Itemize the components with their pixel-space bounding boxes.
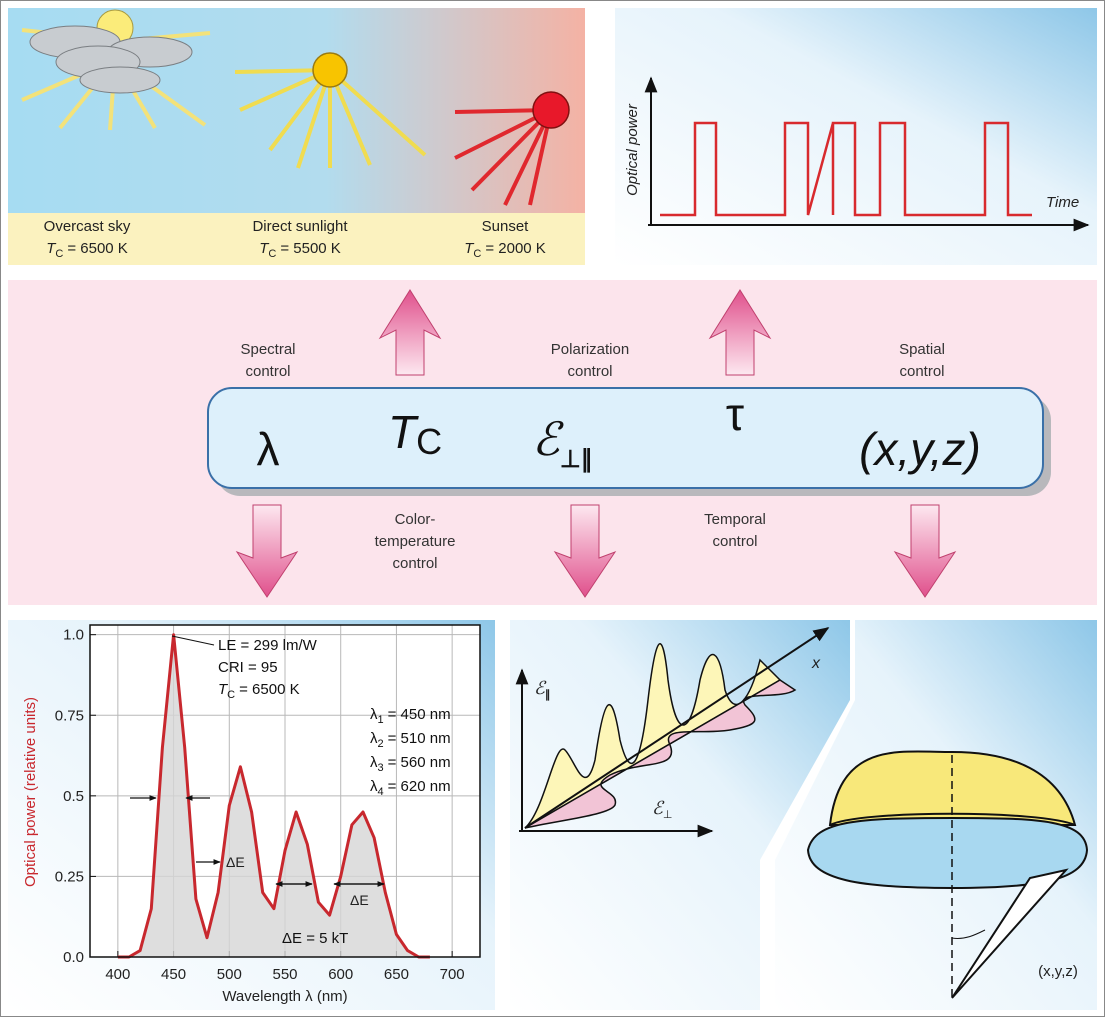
annotation: ΔE bbox=[350, 892, 369, 908]
control-label: Spatial bbox=[899, 341, 945, 358]
axis-label: ℰ⊥ bbox=[652, 798, 673, 821]
axis-label: Time bbox=[1046, 194, 1079, 211]
spectrum-annotations: LE = 299 lm/W CRI = 95 TC = 6500 K λ1 = 45… bbox=[22, 635, 451, 1005]
y-tick-label: 0.5 bbox=[63, 788, 84, 805]
polarization-panel: ℰ∥ ℰ⊥ x bbox=[510, 620, 850, 1010]
position-label: (x,y,z) bbox=[1038, 963, 1078, 980]
control-label: control bbox=[899, 363, 944, 380]
control-label: control bbox=[392, 555, 437, 572]
sky-panel: Overcast sky TC = 6500 K Direct sunlight … bbox=[8, 8, 585, 265]
y-tick-label: 0.0 bbox=[63, 949, 84, 966]
annotation: λ3 = 560 nm bbox=[370, 754, 451, 774]
control-label: control bbox=[712, 533, 757, 550]
control-label: Spectral bbox=[240, 341, 295, 358]
control-label: temperature bbox=[375, 533, 456, 550]
control-label: Color- bbox=[395, 511, 436, 528]
x-tick-label: 650 bbox=[384, 966, 409, 983]
control-band: λ TC ℰ⊥∥ τ (x,y,z) Spectral control Pola… bbox=[8, 280, 1097, 605]
source-name: Direct sunlight bbox=[252, 218, 348, 235]
parameter-symbol: TC bbox=[388, 406, 442, 462]
spectrum-line bbox=[117, 633, 430, 959]
x-tick-label: 400 bbox=[105, 966, 130, 983]
control-label: control bbox=[567, 363, 612, 380]
parameter-symbol: ℰ⊥∥ bbox=[532, 412, 593, 473]
source-name: Overcast sky bbox=[44, 218, 131, 235]
parameter-symbol: λ bbox=[257, 423, 280, 475]
control-label: Temporal bbox=[704, 511, 766, 528]
y-tick-label: 1.0 bbox=[63, 627, 84, 644]
x-tick-label: 500 bbox=[217, 966, 242, 983]
annotation: LE = 299 lm/W bbox=[218, 637, 318, 654]
axis-label: Optical power bbox=[624, 103, 641, 196]
source-temperature: TC = 6500 K bbox=[46, 240, 128, 260]
parameter-symbol: (x,y,z) bbox=[859, 423, 981, 475]
x-tick-label: 600 bbox=[328, 966, 353, 983]
plot-frame bbox=[89, 624, 481, 958]
spectrum-panel: 400 450 500 550 600 650 700 0.0 0.25 0.5 0.75 1.0 bbox=[8, 620, 495, 1010]
x-tick-label: 550 bbox=[272, 966, 297, 983]
y-tick-label: 0.75 bbox=[55, 707, 84, 724]
annotation: λ4 = 620 nm bbox=[370, 778, 451, 798]
annotation: λ1 = 450 nm bbox=[370, 706, 451, 726]
x-tick-label: 700 bbox=[440, 966, 465, 983]
x-tick-label: 450 bbox=[161, 966, 186, 983]
axis-label: Wavelength λ (nm) bbox=[222, 988, 347, 1005]
axis-label: Optical power (relative units) bbox=[22, 697, 39, 887]
annotation: λ2 = 510 nm bbox=[370, 730, 451, 750]
y-tick-label: 0.25 bbox=[55, 868, 84, 885]
control-label: control bbox=[245, 363, 290, 380]
spectrum-area bbox=[117, 634, 430, 957]
pulse-panel: Optical power Time bbox=[615, 8, 1097, 265]
source-temperature: TC = 2000 K bbox=[464, 240, 546, 260]
spatial-panel: (x,y,z) bbox=[775, 620, 1097, 1010]
annotation: ΔE = 5 kT bbox=[282, 930, 348, 947]
control-label: Polarization bbox=[551, 341, 629, 358]
annotation: TC = 6500 K bbox=[218, 681, 300, 701]
parameter-symbol: τ bbox=[726, 388, 744, 440]
annotation: CRI = 95 bbox=[218, 659, 278, 676]
annotation: ΔE bbox=[226, 854, 245, 870]
axis-label: x bbox=[811, 655, 821, 672]
source-temperature: TC = 5500 K bbox=[259, 240, 341, 260]
source-name: Sunset bbox=[482, 218, 530, 235]
axis-label: ℰ∥ bbox=[534, 678, 550, 701]
